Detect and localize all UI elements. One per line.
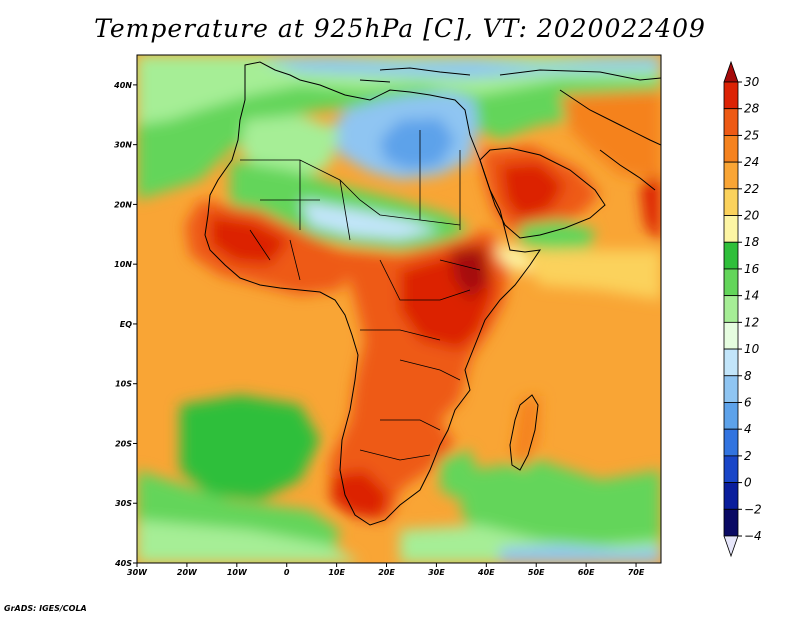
lat-tick-label: 10N xyxy=(114,260,132,269)
map-title: Temperature at 925hPa [C], VT: 202002240… xyxy=(94,14,706,43)
plot-area xyxy=(137,55,661,563)
colorbar-label: 8 xyxy=(744,369,752,383)
asia-coastline xyxy=(499,69,661,191)
colorbar-swatch xyxy=(723,402,739,430)
colorbar-swatch xyxy=(723,135,739,163)
colorbar-swatch xyxy=(723,455,739,483)
colorbar-swatch xyxy=(723,188,739,216)
colorbar-swatch xyxy=(723,508,739,537)
colorbar-swatch xyxy=(723,321,739,350)
lat-tick-label: 10S xyxy=(115,380,132,389)
lat-tick-label: 20S xyxy=(115,439,132,448)
colorbar-label: 28 xyxy=(744,102,760,116)
colorbar-swatch xyxy=(723,108,739,136)
coastlines xyxy=(204,61,661,526)
colorbar-label: −2 xyxy=(744,502,762,516)
colorbar-label: 2 xyxy=(744,449,752,463)
lon-tick-label: 70E xyxy=(628,568,645,577)
colorbar-swatch xyxy=(723,295,739,323)
lon-tick-label: 60E xyxy=(578,568,595,577)
colorbar-under-triangle xyxy=(723,535,739,558)
lon-tick-label: 30E xyxy=(428,568,445,577)
lat-tick-label: 30N xyxy=(114,141,132,150)
colorbar-label: 12 xyxy=(744,315,759,329)
grads-credit: GrADS: IGES/COLA xyxy=(4,604,87,613)
colorbar-swatch xyxy=(723,161,739,190)
plot-frame xyxy=(136,54,662,564)
colorbar-swatch xyxy=(723,81,739,110)
lon-tick-label: 30W xyxy=(127,568,148,577)
colorbar-label: 25 xyxy=(744,128,759,142)
europe-coastline xyxy=(359,67,471,83)
colorbar-swatch xyxy=(723,375,739,403)
longitude-ticks: 30W 20W 10W 0 10E 20E 30E 40E 50E 60E 70E xyxy=(127,563,645,577)
colorbar-swatch xyxy=(723,215,739,243)
country-borders xyxy=(240,130,481,461)
colorbar-label: 16 xyxy=(744,262,760,276)
arabia-coastline xyxy=(479,147,606,239)
colorbar-over-triangle xyxy=(723,60,739,83)
lon-tick-label: 20E xyxy=(378,568,395,577)
lon-tick-label: 0 xyxy=(284,568,290,577)
colorbar-swatch xyxy=(723,482,739,510)
lat-tick-label: 40S xyxy=(114,559,132,568)
colorbar-label: 6 xyxy=(744,395,752,409)
colorbar-label: 18 xyxy=(744,235,760,249)
latitude-ticks: 40N 30N 20N 10N EQ 10S 20S 30S 40S xyxy=(113,81,137,568)
lat-tick-label: EQ xyxy=(120,320,132,329)
colorbar-swatch xyxy=(723,241,739,270)
colorbar-label: 14 xyxy=(744,289,759,303)
colorbar-label: 4 xyxy=(744,422,752,436)
lat-tick-label: 20N xyxy=(114,200,132,209)
temperature-field xyxy=(137,55,661,563)
colorbar-swatch xyxy=(723,348,739,377)
lon-tick-label: 10W xyxy=(227,568,248,577)
colorbar-label: 10 xyxy=(744,342,760,356)
colorbar-swatch xyxy=(723,268,739,297)
colorbar-label: 22 xyxy=(744,182,759,196)
colorbar-label: 24 xyxy=(744,155,759,169)
lon-tick-label: 20W xyxy=(177,568,198,577)
colorbar-label: 0 xyxy=(744,476,752,490)
lon-tick-label: 40E xyxy=(477,568,495,577)
colorbar-label: 30 xyxy=(744,75,760,89)
lon-tick-label: 10E xyxy=(328,568,345,577)
colorbar-label: 20 xyxy=(744,209,760,223)
lon-tick-label: 50E xyxy=(528,568,545,577)
lat-tick-label: 40N xyxy=(113,81,132,90)
lat-tick-label: 30S xyxy=(115,499,132,508)
madagascar-coastline xyxy=(509,394,539,471)
africa-coastline xyxy=(204,61,542,526)
colorbar-swatch xyxy=(723,428,739,457)
colorbar-label: −4 xyxy=(744,529,762,543)
